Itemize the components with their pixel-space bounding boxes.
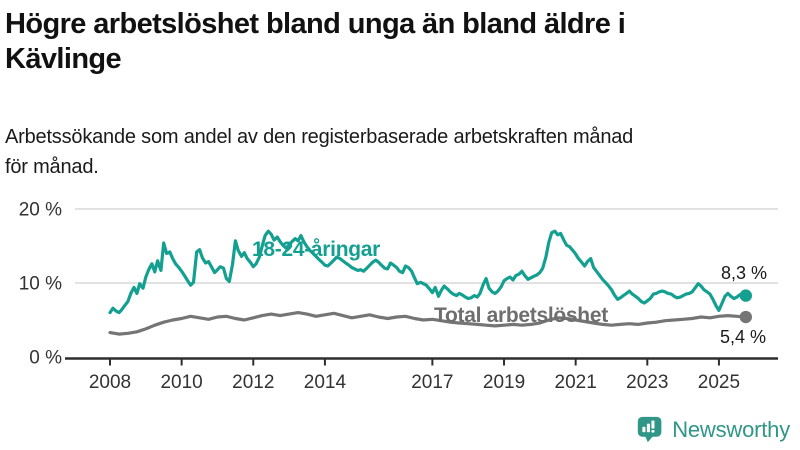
x-tick-label: 2025 [698,372,740,393]
chart-subtitle: Arbetssökande som andel av den registerb… [5,122,785,182]
series-line-young [108,229,748,315]
x-tick-label: 2019 [483,372,525,393]
end-value-label-young: 8,3 % [721,263,768,283]
y-tick-label: 10 % [19,274,62,295]
newsworthy-brand: Newsworthy [636,415,790,444]
x-tick-label: 2010 [160,372,202,393]
series-label-young: 18-24-åringar [252,238,380,261]
series-line-total [108,311,748,336]
x-tick-label: 2021 [555,372,597,393]
x-tick-label: 2017 [411,372,453,393]
end-dot-total [739,310,753,324]
end-dot-young [739,289,753,302]
x-tick-label: 2014 [304,372,347,393]
x-tick-label: 2012 [232,372,274,393]
newsworthy-logo-icon [638,416,662,443]
title-line-1: Högre arbetslöshet bland unga än bland ä… [5,8,626,40]
x-tick-label: 2008 [89,372,131,393]
subtitle-line-1: Arbetssökande som andel av den registerb… [5,126,634,148]
y-tick-label: 20 % [19,200,62,221]
subtitle-line-2: för månad. [5,156,99,178]
y-tick-label: 0 % [29,348,62,369]
page-title: Högre arbetslöshet bland unga än bland ä… [5,7,785,77]
series-label-total: Total arbetslöshet [434,304,608,327]
title-line-2: Kävlinge [5,43,122,75]
end-value-label-total: 5,4 % [720,327,767,347]
newsworthy-brand-text: Newsworthy [672,416,790,442]
x-tick-label: 2023 [626,372,668,393]
